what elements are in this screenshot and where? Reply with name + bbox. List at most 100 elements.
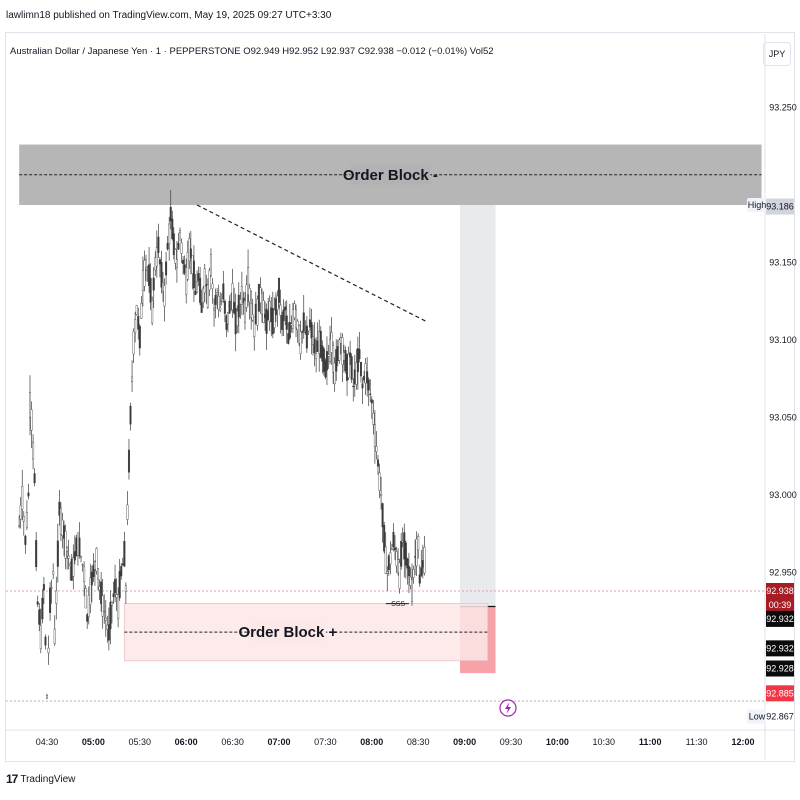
candle-body xyxy=(412,569,415,578)
candle-body xyxy=(72,557,75,577)
tradingview-logo[interactable]: 17 TradingView xyxy=(6,772,75,786)
x-tick-label: 09:30 xyxy=(500,737,523,747)
candle-body xyxy=(158,259,161,265)
candle-body xyxy=(273,309,276,328)
candle-body xyxy=(282,309,285,321)
candle-body xyxy=(310,322,313,339)
candle-body xyxy=(179,230,182,233)
candle-body xyxy=(151,300,154,324)
candle-body xyxy=(291,309,294,329)
price-tag-bg xyxy=(766,685,794,702)
candle-body xyxy=(325,351,328,371)
candle-body xyxy=(372,412,375,425)
candle-body xyxy=(394,547,397,551)
candle-body xyxy=(24,535,27,545)
candle-body xyxy=(172,233,175,256)
candle-body xyxy=(223,300,226,314)
publish-info: lawlimn18 published on TradingView.com, … xyxy=(6,10,332,21)
sss-label: SSS xyxy=(391,601,405,608)
candle-body xyxy=(276,295,279,310)
candle-body xyxy=(160,261,163,288)
candle-body xyxy=(367,379,370,391)
trendline xyxy=(196,204,427,322)
candle-body xyxy=(21,486,24,510)
price-tag-bg xyxy=(766,596,794,613)
candle-body xyxy=(80,556,83,558)
x-tick-label: 07:00 xyxy=(267,737,290,747)
candle-body xyxy=(389,552,392,565)
candle-body xyxy=(338,339,341,361)
candle-body xyxy=(177,242,180,250)
bearish-ob-label: Order Block - xyxy=(343,167,438,184)
candle-body xyxy=(127,449,130,473)
candle-body xyxy=(355,362,358,385)
candle-body xyxy=(89,577,92,605)
candle-body xyxy=(319,330,322,358)
candle-body xyxy=(217,295,220,310)
candle-body xyxy=(169,206,172,222)
candle-body xyxy=(208,270,211,291)
candle-body xyxy=(237,294,240,318)
candle-body xyxy=(288,322,291,339)
x-tick-label: 05:30 xyxy=(129,737,152,747)
candle-body xyxy=(144,258,147,268)
price-tag: 92.867 xyxy=(766,712,794,722)
candle-body xyxy=(366,371,369,384)
candle-body xyxy=(132,331,135,355)
candle-body xyxy=(81,564,84,566)
x-tick-label: 12:00 xyxy=(731,737,754,747)
candle-body xyxy=(109,601,112,630)
candle-body xyxy=(200,302,203,313)
candle-body xyxy=(219,307,222,311)
candle-body xyxy=(247,267,250,295)
candle-body xyxy=(390,548,393,550)
x-tick-label: 05:00 xyxy=(82,737,105,747)
position-target-zone xyxy=(459,205,496,607)
candle-body xyxy=(350,356,353,380)
candle-body xyxy=(214,295,217,305)
x-tick-label: 11:00 xyxy=(639,737,662,747)
candle-body xyxy=(56,540,59,567)
candle-body xyxy=(168,223,171,244)
candle-body xyxy=(42,584,45,591)
candle-body xyxy=(213,307,216,311)
candle-body xyxy=(33,473,36,484)
candle-body xyxy=(299,331,302,354)
candle-body xyxy=(253,316,256,338)
candle-body xyxy=(189,248,192,259)
candle-body xyxy=(107,624,110,641)
symbol-legend[interactable]: Australian Dollar / Japanese Yen · 1 · P… xyxy=(10,46,494,57)
candle-body xyxy=(55,590,58,604)
currency-button[interactable]: JPY xyxy=(763,42,791,66)
candle-body xyxy=(30,409,33,431)
candle-body xyxy=(143,260,146,287)
candle-body xyxy=(110,601,113,606)
tradingview-icon: 17 xyxy=(6,772,18,786)
candle-body xyxy=(295,309,298,329)
candle-body xyxy=(231,283,234,311)
candle-body xyxy=(209,254,212,276)
candle-body xyxy=(49,587,52,613)
candle-body xyxy=(302,312,305,332)
candle-body xyxy=(400,540,403,567)
x-tick-label: 11:30 xyxy=(686,737,708,747)
candle-body xyxy=(66,547,69,552)
candle-body xyxy=(134,319,137,334)
candle-body xyxy=(44,636,47,646)
candle-body xyxy=(87,595,90,617)
x-tick-label: 09:00 xyxy=(453,737,476,747)
candle-body xyxy=(84,588,87,609)
candle-body xyxy=(120,566,123,577)
candle-body xyxy=(349,352,352,358)
candle-body xyxy=(86,614,89,622)
candle-body xyxy=(341,337,344,365)
y-tick-label: 93.150 xyxy=(769,257,797,267)
candle-body xyxy=(163,285,166,307)
candle-body xyxy=(36,601,39,605)
candle-body xyxy=(333,362,336,385)
y-tick-label: 93.100 xyxy=(769,335,797,345)
candle-body xyxy=(64,531,67,559)
candle-body xyxy=(155,247,158,267)
candle-body xyxy=(330,332,333,353)
